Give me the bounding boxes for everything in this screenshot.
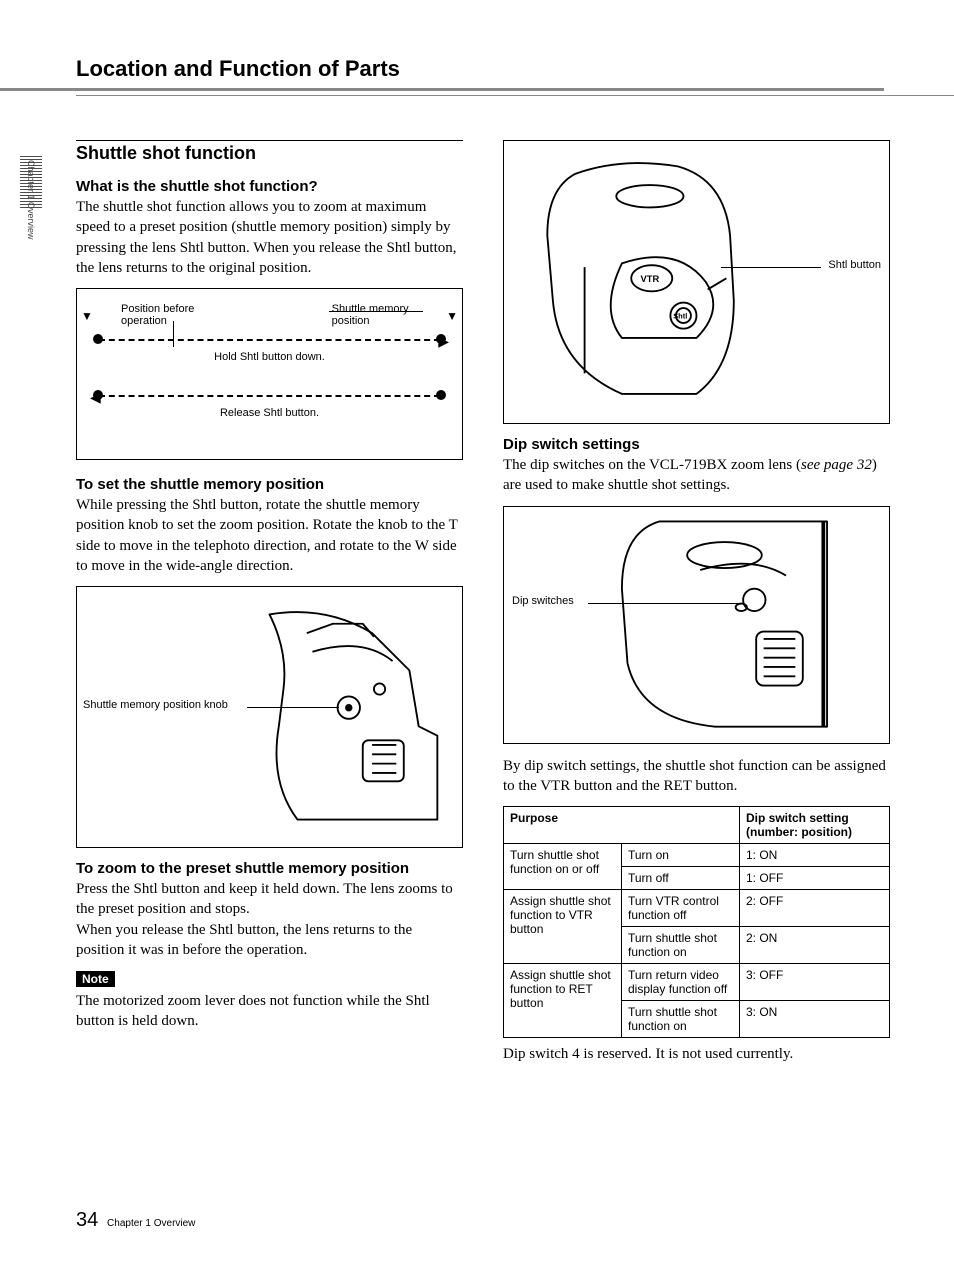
svg-text:Shtl: Shtl — [673, 311, 687, 320]
label-position-before: Position before operation — [121, 303, 242, 327]
track-forward: ▶ — [93, 333, 446, 347]
para-zoom-1: Press the Shtl button and keep it held d… — [76, 879, 463, 920]
cell-sub: Turn off — [622, 867, 740, 890]
camera-outline-icon — [83, 593, 456, 841]
camera-shtl-icon: VTR Shtl — [510, 147, 883, 417]
label-shtl-button: Shtl button — [828, 259, 881, 271]
col-purpose: Purpose — [504, 807, 740, 844]
caption-hold: Hold Shtl button down. — [91, 351, 448, 363]
label-shuttle-memory: Shuttle memory position — [332, 303, 448, 327]
shtl-button-illustration: Shtl button VTR Shtl — [503, 140, 890, 424]
sidebar-chapter-tab: Chapter 1 Overview — [26, 160, 36, 240]
right-marker-icon: ▼ — [446, 309, 458, 323]
para-what-is: The shuttle shot function allows you to … — [76, 197, 463, 278]
left-marker-icon: ▼ — [81, 309, 93, 323]
note-badge: Note — [76, 971, 115, 987]
cell-sub: Turn return video display function off — [622, 964, 740, 1001]
para-note: The motorized zoom lever does not functi… — [76, 991, 463, 1032]
cell-purpose: Turn shuttle shot function on or off — [504, 844, 622, 890]
heading-to-set: To set the shuttle memory position — [76, 476, 463, 493]
cell-value: 2: OFF — [740, 890, 890, 927]
cell-value: 3: OFF — [740, 964, 890, 1001]
heading-to-zoom: To zoom to the preset shuttle memory pos… — [76, 860, 463, 877]
title-rule — [76, 95, 954, 96]
lead-line — [329, 311, 423, 312]
col-setting: Dip switch setting (number: position) — [740, 807, 890, 844]
section-title: Shuttle shot function — [76, 140, 463, 164]
para-dip-1: The dip switches on the VCL-719BX zoom l… — [503, 455, 890, 496]
para-to-set: While pressing the Shtl button, rotate t… — [76, 495, 463, 576]
para-zoom-2: When you release the Shtl button, the le… — [76, 920, 463, 961]
table-row: Assign shuttle shot function to VTR butt… — [504, 890, 890, 927]
camera-dip-icon — [510, 513, 883, 737]
cell-value: 2: ON — [740, 927, 890, 964]
dip-settings-table: Purpose Dip switch setting (number: posi… — [503, 806, 890, 1038]
cell-purpose: Assign shuttle shot function to RET butt… — [504, 964, 622, 1038]
label-shuttle-knob: Shuttle memory position knob — [83, 699, 228, 711]
cell-sub: Turn VTR control function off — [622, 890, 740, 927]
lead-line — [588, 603, 738, 604]
page-footer: 34 Chapter 1 Overview — [76, 1209, 195, 1232]
dip-switches-illustration: Dip switches — [503, 506, 890, 744]
page-title: Location and Function of Parts — [0, 0, 884, 91]
right-column: Shtl button VTR Shtl Dip switch settings — [503, 140, 890, 1074]
cell-sub: Turn shuttle shot function on — [622, 927, 740, 964]
page-ref: see page 32 — [801, 457, 872, 473]
label-dip-switches: Dip switches — [512, 595, 574, 607]
caption-release: Release Shtl button. — [91, 407, 448, 419]
chapter-label: Chapter 1 Overview — [107, 1218, 195, 1229]
cell-purpose: Assign shuttle shot function to VTR butt… — [504, 890, 622, 964]
cell-value: 3: ON — [740, 1001, 890, 1038]
cell-sub: Turn shuttle shot function on — [622, 1001, 740, 1038]
heading-what-is: What is the shuttle shot function? — [76, 178, 463, 195]
svg-text:VTR: VTR — [641, 274, 660, 284]
heading-dip-settings: Dip switch settings — [503, 436, 890, 453]
lead-line — [721, 267, 821, 268]
table-row: Turn shuttle shot function on or offTurn… — [504, 844, 890, 867]
cell-value: 1: OFF — [740, 867, 890, 890]
para-dip-2: By dip switch settings, the shuttle shot… — [503, 756, 890, 797]
table-row: Assign shuttle shot function to RET butt… — [504, 964, 890, 1001]
cell-value: 1: ON — [740, 844, 890, 867]
track-back: ◀ — [93, 389, 446, 403]
cell-sub: Turn on — [622, 844, 740, 867]
para-dip-3: Dip switch 4 is reserved. It is not used… — [503, 1044, 890, 1064]
page-number: 34 — [76, 1209, 98, 1231]
shuttle-diagram: ▼ ▼ Position before operation Shuttle me… — [76, 288, 463, 460]
lead-line — [247, 707, 339, 708]
text: The dip switches on the VCL-719BX zoom l… — [503, 457, 801, 473]
knob-illustration: Shuttle memory position knob — [76, 586, 463, 848]
left-column: Shuttle shot function What is the shuttl… — [76, 140, 463, 1074]
